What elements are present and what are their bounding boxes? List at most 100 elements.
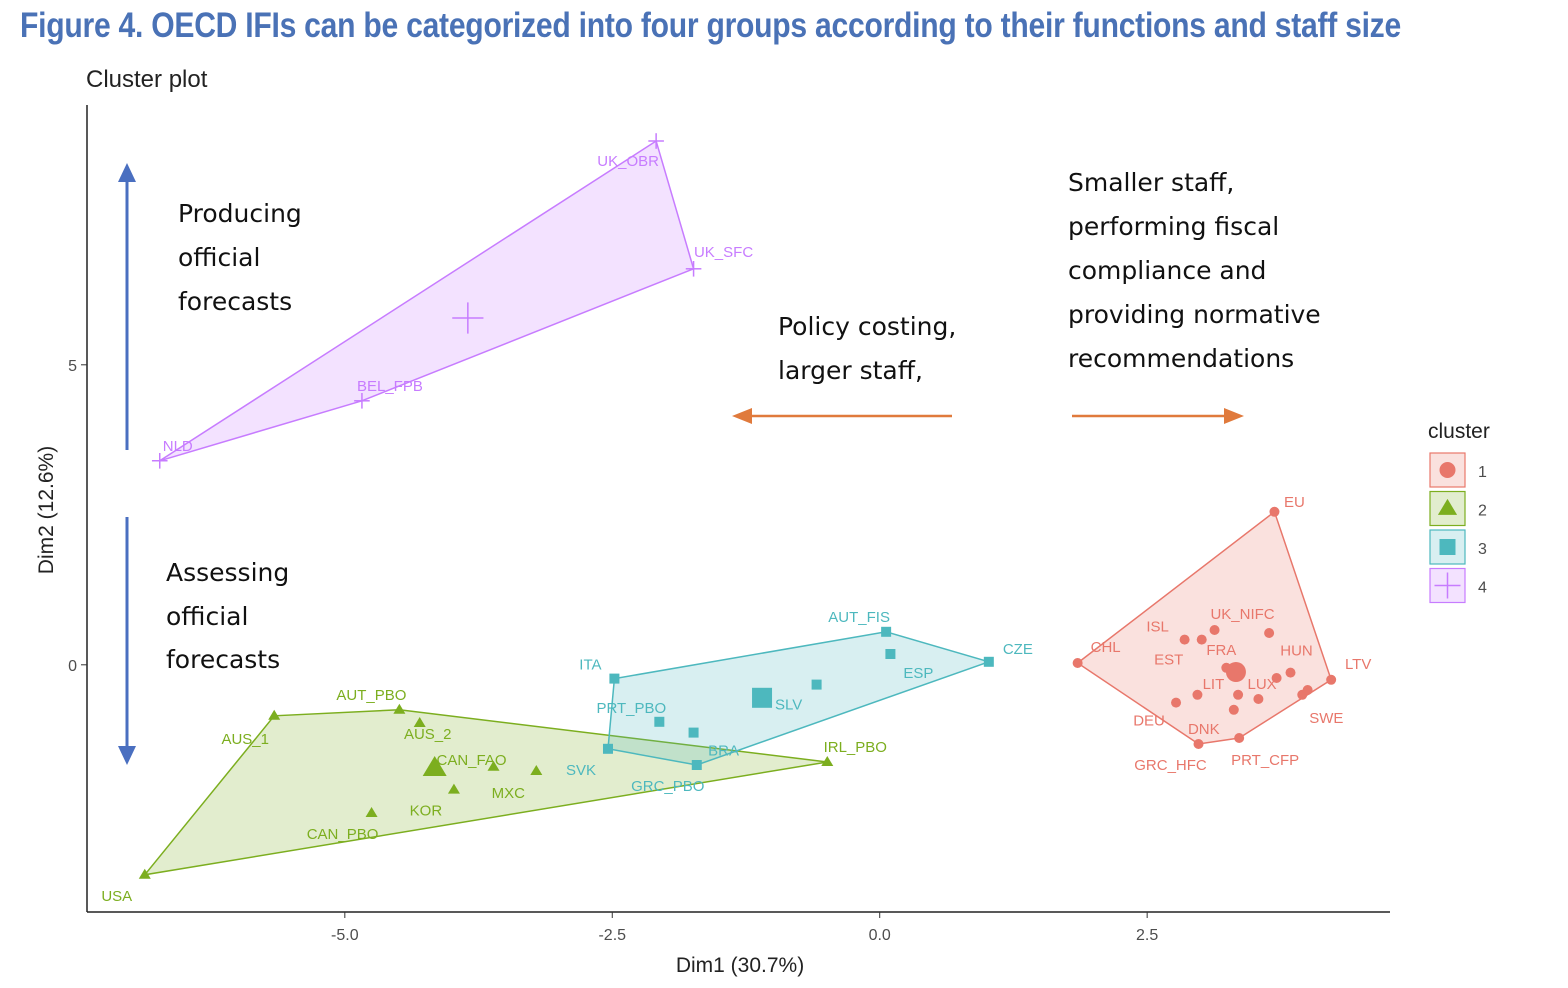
point-bra xyxy=(688,727,699,738)
point-label-aut-fis: AUT_FIS xyxy=(828,609,890,626)
point-aus-1 xyxy=(268,709,281,720)
point-label-esp: ESP xyxy=(903,665,933,682)
point-label-aut-pbo: AUT_PBO xyxy=(336,687,406,704)
legend-label-4: 4 xyxy=(1478,580,1487,597)
point-label-grc-pbo: GRC_PBO xyxy=(631,778,704,795)
point-prt-pbo xyxy=(654,716,665,727)
point-label-bra: BRA xyxy=(708,743,739,760)
point-hun xyxy=(1285,667,1296,678)
point-prt-cfp xyxy=(1234,733,1245,743)
point-irl-pbo xyxy=(821,756,834,766)
point-unlabeled xyxy=(1271,673,1282,683)
point-label-fra: FRA xyxy=(1206,642,1236,659)
legend-label-3: 3 xyxy=(1478,541,1487,558)
point-uk-sfc xyxy=(685,261,702,277)
annotation-assessing: Assessing official forecasts xyxy=(166,558,297,674)
point-label-ita: ITA xyxy=(579,657,601,674)
point-label-uk-nifc: UK_NIFC xyxy=(1210,606,1274,623)
point-slv xyxy=(811,679,822,690)
point-label-uk-obr: UK_OBR xyxy=(597,153,659,170)
cluster-4-centroid xyxy=(452,302,484,334)
point-label-mxc: MXC xyxy=(492,785,526,802)
legend-title: cluster xyxy=(1428,420,1490,443)
point-unlabeled xyxy=(1264,628,1275,638)
point-aut-pbo xyxy=(393,703,406,714)
point-aus-2 xyxy=(413,717,426,727)
x-tick-label: 2.5 xyxy=(1136,927,1158,944)
point-kor xyxy=(447,783,460,794)
point-label-irl-pbo: IRL_PBO xyxy=(824,739,887,756)
y-tick-label: 5 xyxy=(68,358,77,375)
point-label-nld: NLD xyxy=(163,438,193,455)
cluster-3-hull xyxy=(607,631,992,766)
point-dnk xyxy=(1228,704,1239,715)
point-label-chl: CHL xyxy=(1091,639,1121,656)
point-nld xyxy=(151,453,168,469)
x-axis-label: Dim1 (30.7%) xyxy=(676,954,804,977)
point-mxc xyxy=(530,765,543,775)
point-label-lux: LUX xyxy=(1247,676,1276,693)
point-uk-nifc xyxy=(1209,625,1220,635)
y-axis-label: Dim2 (12.6%) xyxy=(35,446,58,574)
legend-marker-4 xyxy=(1434,572,1461,599)
point-lux xyxy=(1233,689,1244,700)
arrow-down xyxy=(118,517,136,765)
y-ticks: 05 xyxy=(68,358,87,675)
point-isl xyxy=(1179,634,1190,645)
point-usa xyxy=(138,868,151,879)
annotation-smaller: Smaller staff, performing fiscal complia… xyxy=(1068,168,1329,373)
point-can-fao xyxy=(487,760,500,771)
cluster-3-centroid xyxy=(752,687,773,708)
point-chl xyxy=(1072,658,1083,668)
point-grc-hfc xyxy=(1193,739,1204,749)
point-label-aus-1: AUS_1 xyxy=(221,731,269,748)
point-label-bel-fpb: BEL_FPB xyxy=(357,378,423,395)
point-est xyxy=(1196,634,1207,645)
figure-title: Figure 4. OECD IFIs can be categorized i… xyxy=(20,6,1401,45)
point-eu xyxy=(1269,506,1280,517)
point-svk xyxy=(602,743,613,754)
point-ltv xyxy=(1326,674,1337,685)
point-label-prt-cfp: PRT_CFP xyxy=(1231,752,1299,769)
y-tick-label: 0 xyxy=(68,658,77,675)
data-points xyxy=(138,133,1337,879)
legend-marker-2 xyxy=(1437,498,1458,515)
point-label-est: EST xyxy=(1154,652,1183,669)
point-label-lit: LIT xyxy=(1203,676,1225,693)
point-label-hun: HUN xyxy=(1280,643,1313,660)
point-label-eu: EU xyxy=(1284,494,1305,511)
point-label-prt-pbo: PRT_PBO xyxy=(596,700,666,717)
point-label-ltv: LTV xyxy=(1345,656,1371,673)
point-label-can-pbo: CAN_PBO xyxy=(307,826,379,843)
point-unlabeled xyxy=(1302,685,1313,695)
point-label-slv: SLV xyxy=(775,697,802,714)
point-label-kor: KOR xyxy=(410,803,443,820)
x-tick-label: -5.0 xyxy=(331,927,359,944)
x-tick-label: -2.5 xyxy=(598,927,626,944)
cluster-hulls xyxy=(142,139,1333,876)
point-unlabeled xyxy=(1253,694,1264,704)
point-cze xyxy=(983,656,994,667)
point-label-aus-2: AUS_2 xyxy=(404,726,452,743)
cluster-2-centroid xyxy=(422,756,447,776)
point-label-usa: USA xyxy=(101,888,132,905)
legend-label-1: 1 xyxy=(1478,464,1487,481)
x-tick-label: 0.0 xyxy=(869,927,891,944)
arrow-right xyxy=(1072,408,1244,424)
chart-title: Cluster plot xyxy=(86,66,208,93)
point-label-can-fao: CAN_FAO xyxy=(437,752,507,769)
point-uk-obr xyxy=(648,133,664,149)
cluster-1-hull xyxy=(1076,510,1333,745)
point-labels: CHL EU ISL EST UK_NIFC FRA HUN LTV SWE LIT LUX DEU D… xyxy=(101,153,1371,905)
arrow-up xyxy=(118,163,136,450)
point-esp xyxy=(885,649,896,659)
point-ita xyxy=(609,673,620,684)
point-lit xyxy=(1192,689,1203,700)
legend-marker-3 xyxy=(1439,539,1456,555)
point-can-pbo xyxy=(365,807,378,817)
point-label-dnk: DNK xyxy=(1188,721,1220,738)
annotation-policy: Policy costing, larger staff, xyxy=(778,312,964,385)
point-bel-fpb xyxy=(354,393,370,409)
legend-label-2: 2 xyxy=(1478,503,1487,520)
